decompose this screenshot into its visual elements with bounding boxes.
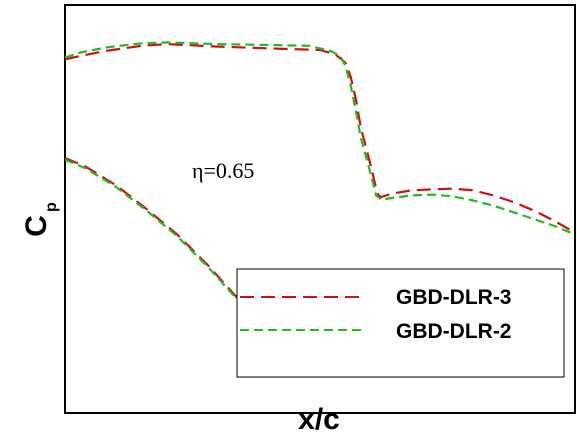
series-gbd-dlr-3 bbox=[65, 42, 575, 346]
series-gbd-dlr-2 bbox=[65, 41, 575, 346]
eta-annotation: η=0.65 bbox=[192, 158, 254, 183]
x-axis-label: x/c bbox=[298, 403, 340, 434]
legend-label-gbd-dlr-3: GBD-DLR-3 bbox=[396, 286, 512, 309]
y-axis-label-subscript: p bbox=[43, 202, 60, 212]
series-line-gbd-dlr-2-segment-2 bbox=[65, 158, 275, 346]
series-line-gbd-dlr-3-segment-1 bbox=[65, 42, 575, 234]
legend-box bbox=[236, 268, 565, 378]
y-axis-label-main: C bbox=[20, 215, 53, 237]
series-layer bbox=[65, 41, 575, 346]
y-axis-label: C p bbox=[20, 202, 60, 237]
series-line-gbd-dlr-2-segment-1 bbox=[65, 41, 575, 236]
legend-label-gbd-dlr-2: GBD-DLR-2 bbox=[396, 320, 512, 343]
series-line-gbd-dlr-3-segment-2 bbox=[65, 156, 275, 346]
legend: GBD-DLR-3 GBD-DLR-2 bbox=[236, 268, 565, 378]
